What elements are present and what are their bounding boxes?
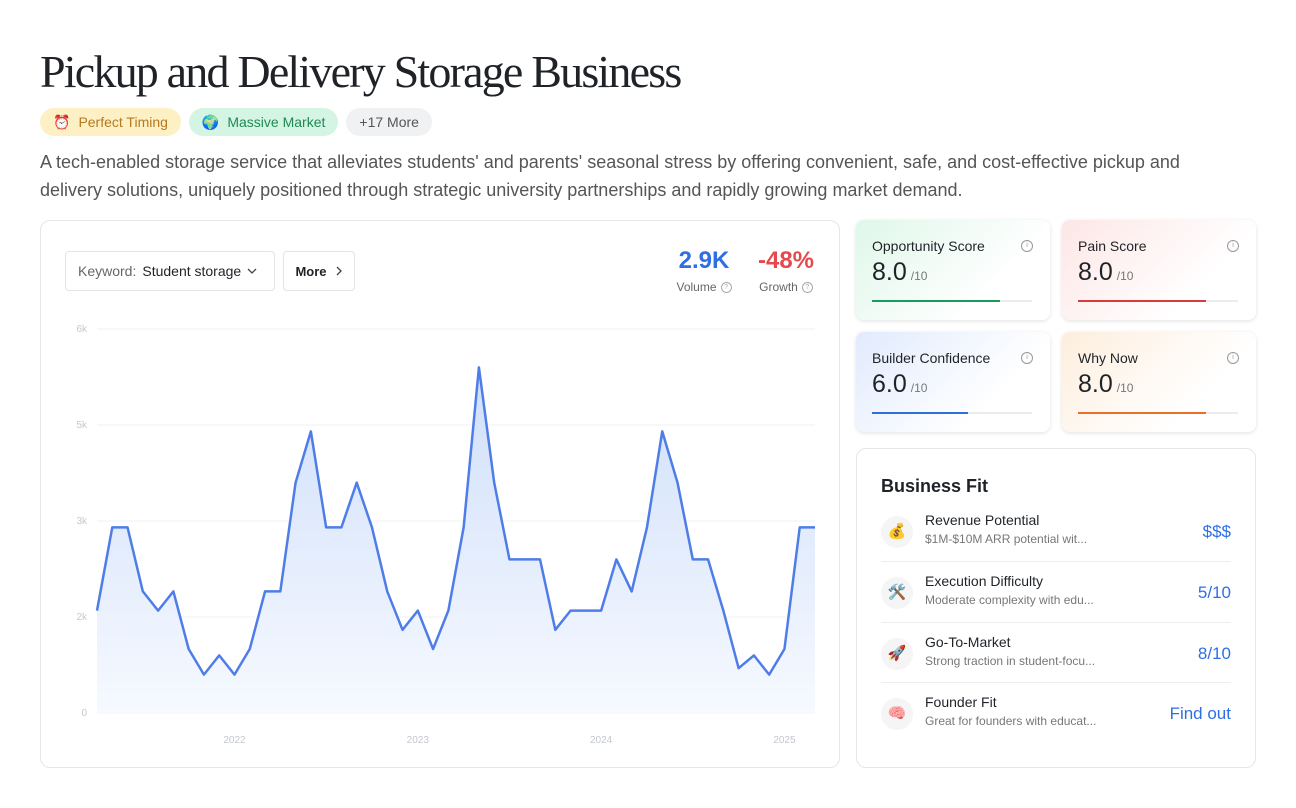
keyword-value: Student storage [142,263,242,279]
score-value-wrap: 8.0/10 [1078,370,1133,399]
score-value-wrap: 8.0/10 [1078,258,1133,287]
info-icon[interactable]: i [1227,352,1239,364]
metric-value: 2.9K [678,247,730,274]
separator [881,561,1231,562]
fit-icon: 🚀 [881,638,913,670]
fit-value: $$$ [1202,522,1231,541]
separator [881,622,1231,623]
tag-label: +17 More [359,114,419,130]
score-card[interactable]: Pain Score 8.0/10 i [1062,220,1256,320]
fit-title: Founder Fit [925,694,997,710]
info-icon[interactable]: i [1021,240,1033,252]
score-label: Pain Score [1078,238,1147,254]
fit-title: Execution Difficulty [925,573,1044,589]
metric: 2.9K Volume? [664,244,744,294]
score-bar [872,300,1000,302]
fit-value: 8/10 [1197,644,1231,663]
metric-label-wrap: Growth? [746,280,826,294]
business-fit-card [856,448,1256,768]
score-value: 8.0 [1078,258,1113,286]
score-track [1078,412,1238,414]
fit-row[interactable]: 🧠 Founder Fit Great for founders with educ… [881,694,1231,734]
score-label: Builder Confidence [872,350,991,366]
score-bar [872,412,968,414]
score-label: Opportunity Score [872,238,985,254]
more-button[interactable]: More [283,251,355,291]
chevron-down [247,268,257,274]
y-tick-label: 5k [76,420,88,431]
score-value: 8.0 [872,258,907,286]
separator [881,682,1231,683]
tag[interactable]: 🌍 Massive Market [188,108,339,136]
score-scale: /10 [1116,381,1134,395]
trend-chart: 0 2k 3k 5k 6k 2022 2023 2024 2025 [76,324,815,746]
description: A tech-enabled storage service that alle… [40,152,1180,200]
score-track [872,300,1032,302]
page-title: Pickup and Delivery Storage Business [40,46,682,97]
fit-desc: Strong traction in student-focu... [925,654,1096,668]
y-tick-label: 6k [76,324,88,335]
score-bar [1078,300,1206,302]
fit-icon: 🛠️ [881,577,913,609]
tag-label: Perfect Timing [78,114,168,130]
x-tick-label: 2022 [223,735,246,746]
fit-row[interactable]: 🛠️ Execution Difficulty Moderate complexit… [881,573,1231,613]
y-tick-label: 0 [81,708,87,719]
metric-label: Growth [759,280,798,294]
fit-desc: Moderate complexity with edu... [925,593,1094,607]
tag-icon: 🌍 [201,113,220,130]
score-card[interactable]: Builder Confidence 6.0/10 i [856,332,1050,432]
tag-label: Massive Market [227,114,326,130]
metric-label: Volume [676,280,717,294]
tags: ⏰ Perfect Timing 🌍 Massive Market +17 More [40,108,432,136]
score-card[interactable]: Why Now 8.0/10 i [1062,332,1256,432]
more-label: More [295,263,327,279]
score-track [872,412,1032,414]
fit-desc: Great for founders with educat... [925,714,1097,728]
metric: -48% Growth? [746,244,826,294]
score-track [1078,300,1238,302]
fit-title: Revenue Potential [925,512,1040,528]
line [95,366,815,676]
fit-icon: 🧠 [881,698,913,730]
x-tick-label: 2023 [407,735,430,746]
fit-value: 5/10 [1197,583,1231,602]
score-value: 6.0 [872,370,907,398]
keyword-label: Keyword: [78,263,137,279]
fit-row[interactable]: 💰 Revenue Potential $1M-$10M ARR potential… [881,512,1231,552]
fit-value: Find out [1169,704,1231,723]
business-fit-title: Business Fit [881,476,989,496]
tag[interactable]: +17 More [346,108,432,136]
tag-icon: ⏰ [53,113,71,130]
fit-title: Go-To-Market [925,634,1011,650]
y-tick-label: 2k [76,612,88,623]
metric-value: -48% [757,247,815,274]
score-scale: /10 [1116,269,1134,283]
score-bar [1078,412,1206,414]
fit-row[interactable]: 🚀 Go-To-Market Strong traction in student-… [881,634,1231,674]
score-value-wrap: 6.0/10 [872,370,927,399]
x-tick-label: 2025 [773,735,796,746]
fit-icon: 💰 [881,516,913,548]
help-icon[interactable]: ? [720,282,732,294]
info-icon[interactable]: i [1227,240,1239,252]
chevron-right [336,266,342,276]
score-scale: /10 [910,381,928,395]
score-value-wrap: 8.0/10 [872,258,927,287]
tag[interactable]: ⏰ Perfect Timing [40,108,181,136]
score-value: 8.0 [1078,370,1113,398]
x-tick-label: 2024 [590,735,613,746]
info-icon[interactable]: i [1021,352,1033,364]
metric-label-wrap: Volume? [664,280,744,294]
fit-desc: $1M-$10M ARR potential wit... [925,532,1088,546]
score-scale: /10 [910,269,928,283]
keyword-select[interactable]: Keyword: Student storage [65,251,275,291]
y-tick-label: 3k [76,516,88,527]
area [97,367,815,713]
score-card[interactable]: Opportunity Score 8.0/10 i [856,220,1050,320]
score-label: Why Now [1078,350,1138,366]
help-icon[interactable]: ? [801,282,813,294]
